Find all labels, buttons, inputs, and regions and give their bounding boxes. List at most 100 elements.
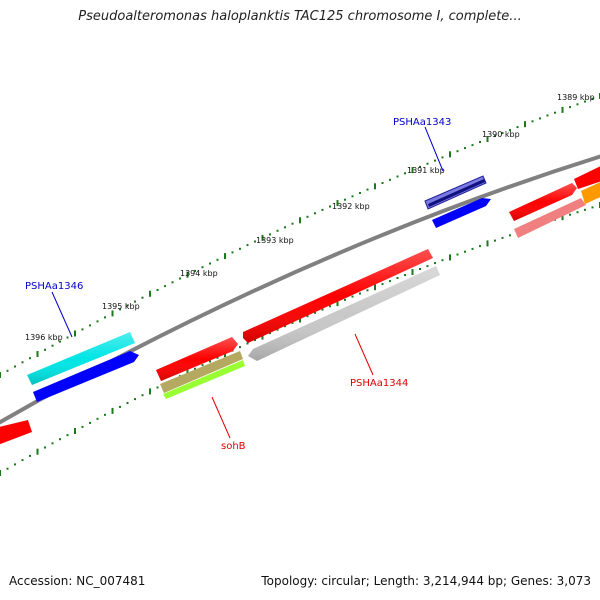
tick-label-1393: 1393 kbp [256, 236, 294, 245]
ruler-dot-inner-18 [134, 398, 136, 401]
ruler-dot-inner-5 [36, 448, 39, 455]
leader-sohB [211, 396, 231, 439]
ruler-dot-outer-46 [344, 198, 346, 201]
ruler-dot-inner-75 [561, 214, 564, 221]
ruler-dot-outer-23 [171, 281, 174, 284]
ruler-dot-outer-34 [254, 240, 256, 243]
tick-label-1392: 1392 kbp [332, 202, 370, 211]
ruler-dot-inner-45 [336, 300, 339, 307]
ruler-dot-inner-39 [291, 321, 294, 324]
ruler-dot-outer-61 [456, 150, 459, 153]
ruler-dot-outer-59 [441, 156, 444, 159]
ruler-dot-outer-40 [299, 217, 301, 224]
ruler-dot-outer-53 [396, 175, 399, 178]
reverse-strand-features [160, 182, 600, 399]
ruler-dot-inner-78 [584, 208, 586, 211]
ruler-dot-outer-9 [66, 336, 69, 339]
ruler-dot-outer-58 [434, 159, 436, 162]
ruler-dot-inner-9 [66, 434, 69, 437]
ruler-dot-outer-13 [96, 320, 99, 323]
ruler-dot-inner-19 [141, 394, 144, 397]
ruler-dot-outer-65 [486, 136, 489, 142]
ruler-dot-inner-16 [119, 405, 121, 408]
ruler-dot-inner-49 [366, 289, 369, 292]
ruler-dot-outer-48 [359, 192, 361, 194]
ruler-dot-outer-37 [276, 229, 279, 232]
ruler-dot-inner-35 [261, 333, 264, 340]
ruler-dot-outer-64 [479, 141, 481, 143]
ruler-dot-outer-11 [81, 328, 84, 331]
ruler-dot-outer-55 [411, 167, 414, 174]
ruler-dot-inner-28 [209, 360, 211, 363]
gene-right-orange [581, 182, 600, 204]
ruler-labels: 1389 kbp 1390 kbp 1391 kbp 1392 kbp 1393… [25, 93, 595, 342]
ruler-dot-outer-50 [374, 183, 376, 190]
ruler-dot-inner-36 [269, 332, 271, 335]
ruler-dot-outer-1 [6, 369, 9, 372]
ruler-dot-inner-40 [299, 316, 301, 323]
ruler-dot-outer-8 [59, 340, 61, 343]
ruler-dot-inner-44 [329, 305, 331, 308]
ruler-dot-outer-5 [36, 351, 39, 357]
ruler-dot-inner-67 [501, 236, 504, 239]
ruler-dot-outer-22 [164, 285, 166, 288]
ruler-dot-inner-0 [0, 470, 1, 476]
ruler-dot-outer-33 [246, 244, 249, 247]
ruler-dot-inner-17 [126, 402, 129, 404]
ruler-dot-inner-2 [14, 463, 16, 466]
tick-label-1396: 1396 kbp [25, 333, 63, 342]
ruler-dot-outer-62 [464, 147, 466, 150]
ruler-dot-outer-71 [531, 120, 534, 123]
ruler-dot-outer-68 [509, 129, 511, 132]
ruler-dot-outer-26 [194, 269, 196, 272]
ruler-dot-outer-77 [576, 103, 579, 106]
ruler-dot-inner-51 [381, 283, 384, 286]
ruler-dot-outer-70 [524, 121, 526, 128]
ruler-dot-outer-47 [351, 195, 354, 198]
ruler-dot-outer-67 [501, 132, 504, 134]
label-sohB: sohB [221, 441, 246, 452]
gene-labels: PSHAa1343 PSHAa1346 sohB PSHAa1344 [25, 117, 451, 452]
ruler-dot-outer-49 [366, 188, 369, 191]
ruler-dot-inner-27 [201, 364, 204, 367]
ruler-dot-outer-3 [21, 361, 24, 364]
ruler-dot-inner-43 [321, 308, 324, 311]
ruler-dot-outer-41 [306, 215, 309, 218]
gene-PSHAa1343 [432, 198, 491, 228]
ruler-dot-inner-58 [434, 262, 436, 265]
gene-right-salmon [514, 198, 586, 238]
ruler-dot-inner-77 [576, 211, 579, 214]
ruler-dot-outer-75 [561, 106, 564, 113]
tick-label-1391: 1391 kbp [407, 166, 445, 175]
chromosome-backbone [0, 154, 600, 425]
ruler-dot-inner-14 [104, 413, 106, 416]
ruler-dot-inner-47 [351, 295, 354, 298]
gene-sohB-olive [160, 351, 243, 393]
ruler-dot-outer-18 [134, 300, 136, 303]
ruler-dot-inner-29 [216, 356, 219, 359]
ruler-dot-inner-20 [149, 388, 151, 395]
ruler-dot-outer-56 [419, 165, 421, 168]
ruler-dot-inner-4 [29, 454, 31, 457]
ruler-dot-outer-45 [336, 200, 339, 207]
gene-edge-red [574, 166, 600, 189]
leader-PSHAa1343 [424, 126, 444, 172]
ruler-dot-outer-52 [389, 178, 391, 181]
ruler-dot-outer-4 [29, 357, 31, 360]
ruler-dot-inner-63 [471, 247, 474, 250]
label-leaders [51, 126, 444, 439]
ruler-dot-outer-74 [554, 111, 556, 114]
ruler-dot-outer-0 [0, 372, 1, 378]
ruler-dot-outer-39 [291, 222, 294, 225]
ruler-dot-outer-6 [44, 348, 46, 351]
ruler-dot-inner-34 [254, 339, 256, 341]
ruler-dot-inner-33 [246, 342, 249, 345]
ruler-dot-outer-32 [239, 247, 241, 250]
ruler-dot-inner-65 [486, 240, 489, 247]
ruler-dot-inner-55 [411, 269, 414, 275]
ruler-dot-outer-36 [269, 233, 271, 236]
ruler-dot-outer-10 [74, 330, 76, 337]
label-PSHAa1343: PSHAa1343 [393, 117, 451, 128]
ruler-dot-inner-50 [374, 284, 376, 291]
ruler-dot-inner-1 [6, 467, 9, 470]
